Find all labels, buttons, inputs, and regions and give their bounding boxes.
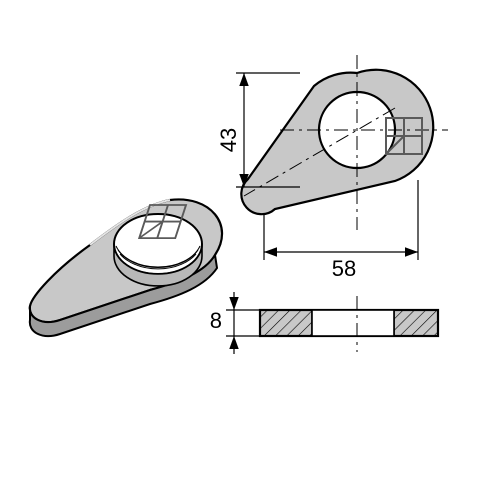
top-view bbox=[241, 55, 448, 230]
dimension-thickness: 8 bbox=[210, 292, 260, 354]
dim-length: 58 bbox=[332, 256, 356, 281]
dim-thickness: 8 bbox=[210, 308, 222, 333]
isometric-view bbox=[30, 199, 222, 336]
dim-height: 43 bbox=[216, 128, 241, 152]
technical-drawing: 43 58 8 bbox=[0, 0, 500, 500]
section-view bbox=[260, 296, 438, 352]
